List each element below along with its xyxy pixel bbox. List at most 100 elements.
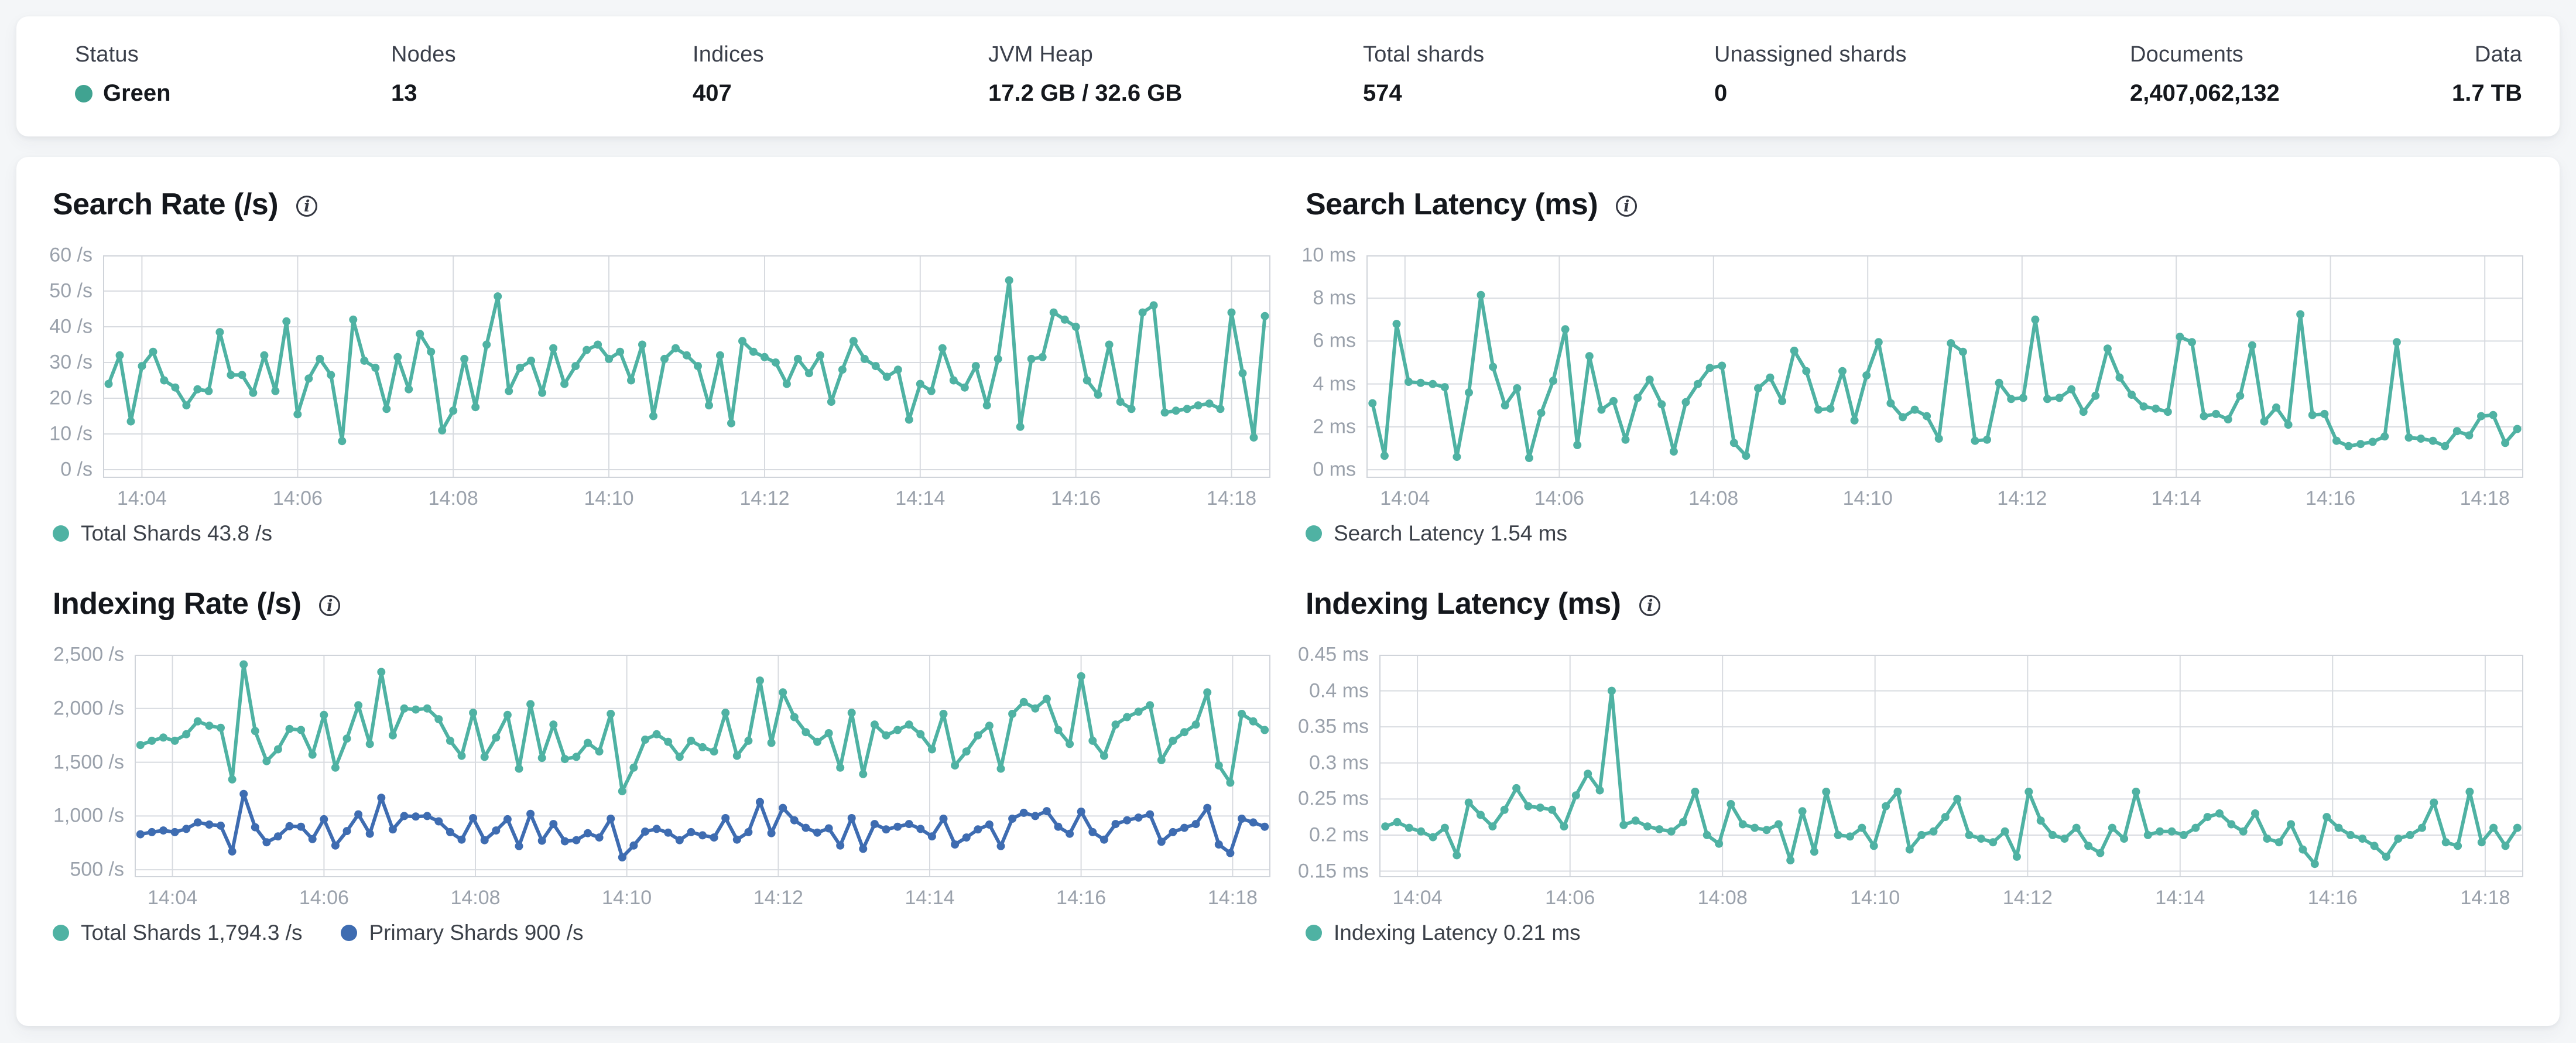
- legend: Total Shards 1,794.3 /s Primary Shards 9…: [53, 921, 1270, 945]
- plot-area[interactable]: [135, 655, 1270, 877]
- chart-indexing-rate: Indexing Rate (/s) i 2,500 /s 2,000 /s 1,5…: [53, 586, 1270, 945]
- total-shards-line: [107, 278, 1267, 443]
- stat-documents: Documents 2,407,062,132: [2130, 42, 2280, 107]
- y-axis-tick-label: 2,500 /s: [53, 643, 124, 666]
- stat-value: 407: [693, 80, 732, 106]
- plot-area[interactable]: [103, 255, 1270, 478]
- y-axis-tick-label: 0 /s: [60, 458, 93, 481]
- stat-jvm-heap: JVM Heap 17.2 GB / 32.6 GB: [988, 42, 1182, 107]
- stat-label: Status: [75, 42, 139, 67]
- legend-item-total-shards[interactable]: Total Shards 1,794.3 /s: [53, 921, 302, 945]
- x-axis: 14:04 14:06 14:08 14:10 14:12 14:14 14:16 14:18: [1379, 877, 2523, 911]
- stat-value: 2,407,062,132: [2130, 80, 2280, 106]
- svg-text:i: i: [327, 597, 333, 615]
- grid-lines: [135, 655, 1270, 877]
- x-axis-tick-label: 14:16: [1051, 487, 1101, 509]
- stat-value: 17.2 GB / 32.6 GB: [988, 80, 1183, 106]
- primary-shards-data-points: [136, 789, 1269, 861]
- x-axis-tick-label: 14:10: [1850, 887, 1900, 909]
- x-axis: 14:04 14:06 14:08 14:10 14:12 14:14 14:16 14:18: [1366, 478, 2523, 512]
- stat-label: Data: [2474, 42, 2522, 67]
- legend-label: Total Shards 1,794.3 /s: [81, 921, 303, 945]
- x-axis-tick-label: 14:18: [1207, 887, 1258, 909]
- chart-indexing-latency: Indexing Latency (ms) i 0.45 ms 0.4 ms 0.3…: [1298, 586, 2523, 945]
- plot-area[interactable]: [1379, 655, 2523, 877]
- info-icon[interactable]: i: [294, 194, 319, 218]
- y-axis-tick-label: 4 ms: [1313, 372, 1356, 395]
- plot-border: [1379, 655, 2523, 877]
- svg-text:i: i: [1647, 597, 1653, 615]
- chart-canvas: [1366, 255, 2523, 478]
- chart-title-text: Indexing Rate (/s): [53, 587, 302, 621]
- info-icon[interactable]: i: [317, 593, 342, 618]
- y-axis-tick-label: 0.3 ms: [1308, 751, 1369, 774]
- info-icon[interactable]: i: [1614, 194, 1639, 218]
- status-text: Green: [103, 80, 171, 106]
- legend-label: Search Latency 1.54 ms: [1334, 521, 1567, 545]
- legend-item-primary-shards[interactable]: Primary Shards 900 /s: [341, 921, 584, 945]
- x-axis-tick-label: 14:04: [1392, 887, 1443, 909]
- x-axis-tick-label: 14:08: [1688, 487, 1739, 509]
- x-axis-tick-label: 14:08: [450, 887, 501, 909]
- x-axis-tick-label: 14:18: [2459, 487, 2510, 509]
- y-axis-tick-label: 2,000 /s: [53, 697, 124, 720]
- chart-title: Search Rate (/s) i: [53, 186, 1270, 223]
- x-axis-tick-label: 14:14: [2155, 887, 2205, 909]
- y-axis-tick-label: 0.25 ms: [1298, 787, 1369, 810]
- stat-label: Indices: [693, 42, 764, 67]
- x-axis-tick-label: 14:04: [1380, 487, 1430, 509]
- stat-value: 13: [391, 80, 417, 106]
- svg-text:i: i: [304, 197, 310, 216]
- x-axis-tick-label: 14:06: [1545, 887, 1595, 909]
- stat-label: Documents: [2130, 42, 2243, 67]
- stat-value: Green: [75, 80, 171, 107]
- x-axis-tick-label: 14:16: [2306, 487, 2356, 509]
- chart-search-rate: Search Rate (/s) i 60 /s 50 /s 40 /s 30 /s 2…: [49, 186, 1270, 546]
- metrics-charts-panel: Search Rate (/s) i 60 /s 50 /s 40 /s 30 /s 2…: [16, 157, 2560, 1026]
- y-axis-tick-label: 50 /s: [49, 279, 93, 302]
- legend-dot-icon: [1306, 525, 1322, 542]
- total-shards-line: [138, 662, 1267, 794]
- legend-item-indexing-latency[interactable]: Indexing Latency 0.21 ms: [1306, 921, 1581, 945]
- total-shards-data-points: [104, 276, 1269, 446]
- x-axis-tick-label: 14:12: [753, 887, 803, 909]
- x-axis-tick-label: 14:14: [905, 887, 955, 909]
- indexing-latency-data-points: [1381, 686, 2522, 868]
- x-axis-tick-label: 14:10: [602, 887, 652, 909]
- y-axis-tick-label: 6 ms: [1313, 329, 1356, 352]
- stat-label: Nodes: [391, 42, 456, 67]
- y-axis-tick-label: 30 /s: [49, 351, 93, 374]
- legend: Indexing Latency 0.21 ms: [1306, 921, 2523, 945]
- legend-item-total-shards[interactable]: Total Shards 43.8 /s: [53, 521, 272, 546]
- stat-value: 574: [1363, 80, 1402, 106]
- indexing-latency-line: [1383, 689, 2519, 866]
- x-axis-tick-label: 14:04: [148, 887, 198, 909]
- plot-area[interactable]: [1366, 255, 2523, 478]
- y-axis-tick-label: 8 ms: [1313, 286, 1356, 309]
- info-icon[interactable]: i: [1638, 593, 1662, 618]
- legend-item-search-latency[interactable]: Search Latency 1.54 ms: [1306, 521, 1567, 546]
- plot-border: [1366, 255, 2523, 478]
- stat-value: 1.7 TB: [2451, 80, 2522, 106]
- x-axis-tick-label: 14:16: [2307, 887, 2358, 909]
- chart-title: Indexing Rate (/s) i: [53, 586, 1270, 622]
- y-axis-tick-label: 0.45 ms: [1298, 643, 1369, 666]
- legend-label: Primary Shards 900 /s: [369, 921, 584, 945]
- stat-label: Total shards: [1363, 42, 1485, 67]
- chart-title: Indexing Latency (ms) i: [1306, 586, 2523, 622]
- health-status-dot-icon: [75, 84, 93, 102]
- stat-data-size: Data 1.7 TB: [2452, 42, 2522, 107]
- svg-text:i: i: [1623, 197, 1629, 216]
- y-axis-tick-label: 0.2 ms: [1308, 823, 1369, 846]
- chart-title-text: Indexing Latency (ms): [1306, 587, 1621, 621]
- stat-value: 0: [1714, 80, 1728, 106]
- x-axis-tick-label: 14:14: [2151, 487, 2201, 509]
- primary-shards-line: [138, 792, 1267, 859]
- y-axis-tick-label: 1,500 /s: [53, 751, 124, 774]
- y-axis: 10 ms 8 ms 6 ms 4 ms 2 ms 0 ms: [1301, 244, 1366, 481]
- search-latency-data-points: [1368, 290, 2522, 462]
- x-axis-tick-label: 14:06: [299, 887, 349, 909]
- chart-title: Search Latency (ms) i: [1306, 186, 2523, 223]
- stat-unassigned-shards: Unassigned shards 0: [1714, 42, 1907, 107]
- stat-status: Status Green: [75, 42, 171, 107]
